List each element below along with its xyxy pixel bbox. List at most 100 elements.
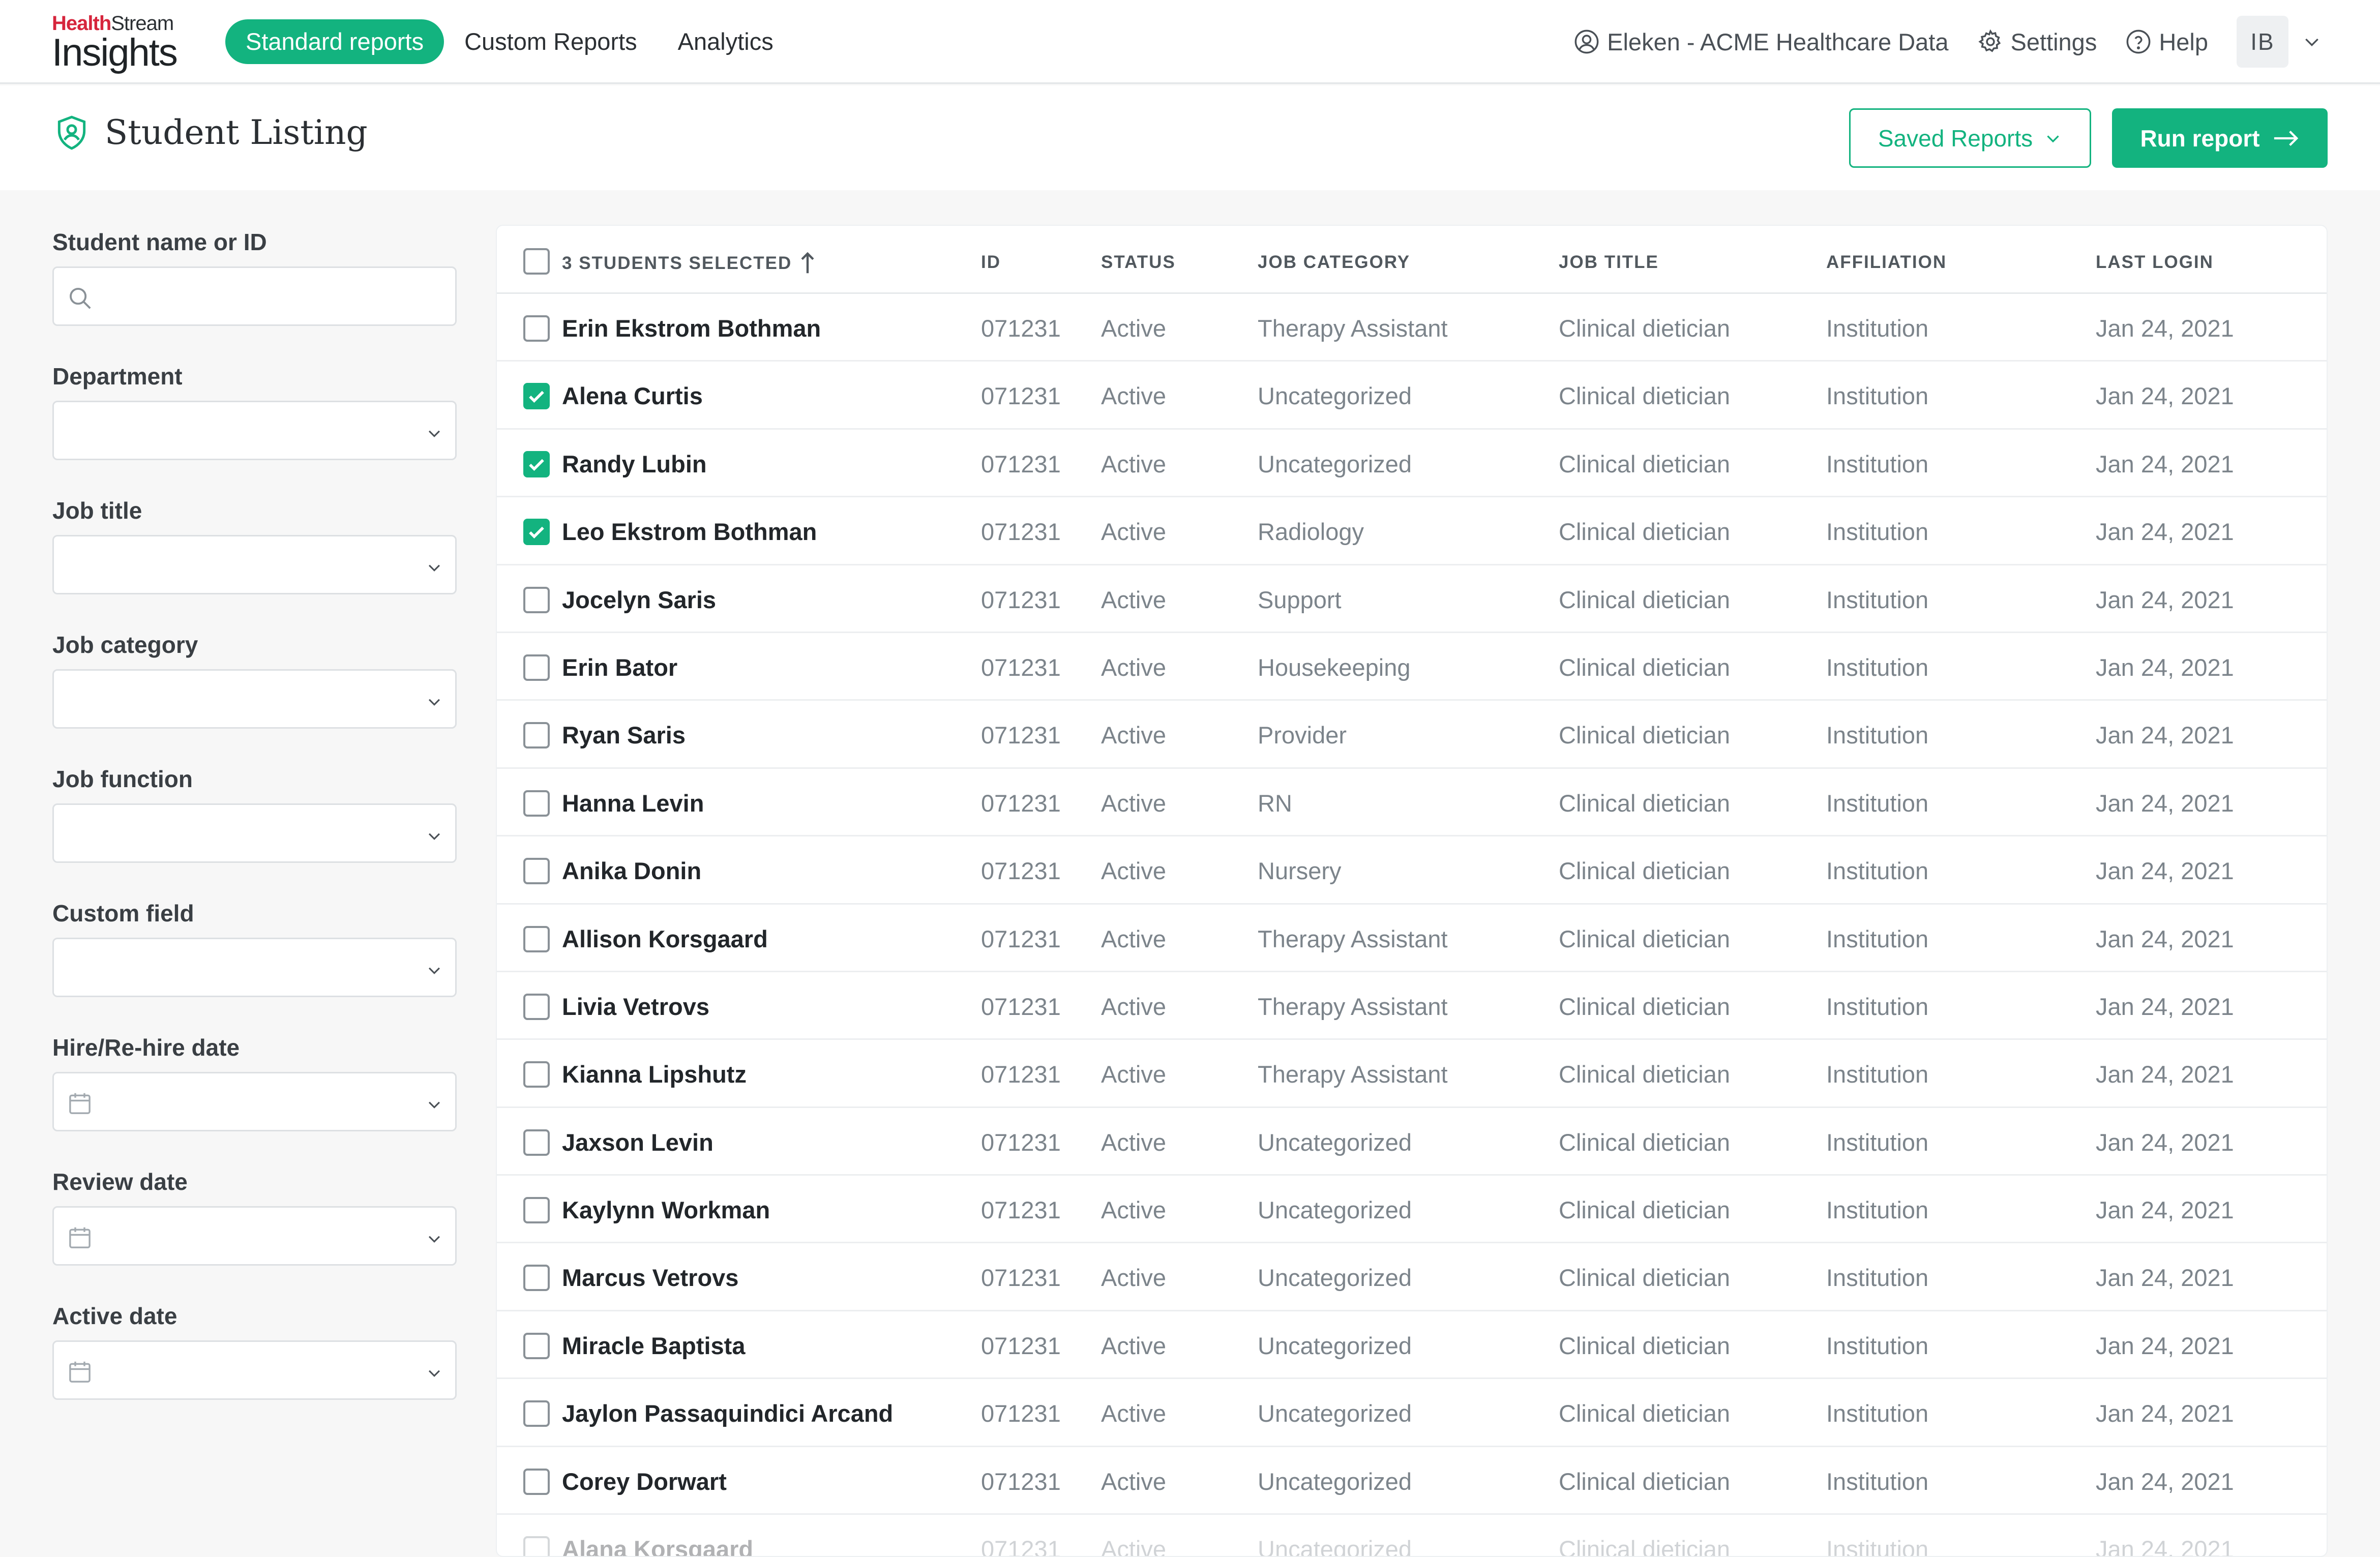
student-status-cell: Active <box>1101 1061 1166 1088</box>
row-checkbox[interactable] <box>523 1536 550 1556</box>
filter-custom-field: Custom field <box>52 895 457 1029</box>
student-name-cell[interactable]: Corey Dorwart <box>562 1468 727 1495</box>
sort-arrow-up-icon[interactable] <box>799 252 816 275</box>
student-name-cell[interactable]: Kaylynn Workman <box>562 1196 770 1224</box>
student-name-cell[interactable]: Randy Lubin <box>562 450 707 477</box>
row-checkbox[interactable] <box>523 383 550 410</box>
last-login-cell: Jan 24, 2021 <box>2096 789 2234 817</box>
healthstream-insights-logo[interactable]: HealthStream Insights <box>52 12 178 72</box>
row-checkbox[interactable] <box>523 519 550 546</box>
table-row[interactable]: Ryan Saris 071231 Active Provider Clinical d… <box>497 701 2327 769</box>
student-name-cell[interactable]: Allison Korsgaard <box>562 925 768 952</box>
table-row[interactable]: Kianna Lipshutz 071231 Active Therapy Assis… <box>497 1040 2327 1108</box>
table-row[interactable]: Anika Donin 071231 Active Nursery Clinical d… <box>497 836 2327 905</box>
row-checkbox[interactable] <box>523 586 550 613</box>
tab-standard-reports[interactable]: Standard reports <box>225 19 444 64</box>
column-header-job-category[interactable]: JOB CATEGORY <box>1258 252 1411 272</box>
student-name-cell[interactable]: Erin Ekstrom Bothman <box>562 315 821 342</box>
run-report-button[interactable]: Run report <box>2112 108 2328 168</box>
table-row[interactable]: Kaylynn Workman 071231 Active Uncategorized… <box>497 1176 2327 1244</box>
row-checkbox[interactable] <box>523 858 550 885</box>
row-checkbox[interactable] <box>523 315 550 342</box>
student-name-cell[interactable]: Erin Bator <box>562 653 678 681</box>
select-all-checkbox[interactable] <box>523 248 550 275</box>
last-login-cell: Jan 24, 2021 <box>2096 1128 2234 1156</box>
table-row[interactable]: Alena Curtis 071231 Active Uncategorized Cli… <box>497 362 2327 430</box>
row-checkbox[interactable] <box>523 1468 550 1495</box>
table-row[interactable]: Alana Korsgaard 071231 Active Uncategorized… <box>497 1515 2327 1557</box>
table-row[interactable]: Hanna Levin 071231 Active RN Clinical dietic… <box>497 769 2327 837</box>
selection-count-header[interactable]: 3 STUDENTS SELECTED <box>562 252 816 275</box>
saved-reports-button[interactable]: Saved Reports <box>1849 108 2091 168</box>
last-login-cell: Jan 24, 2021 <box>2096 1468 2234 1495</box>
job-function-select[interactable] <box>52 803 457 863</box>
row-checkbox[interactable] <box>523 925 550 952</box>
tab-analytics[interactable]: Analytics <box>677 28 774 55</box>
student-name-cell[interactable]: Jocelyn Saris <box>562 586 717 613</box>
org-switcher[interactable]: Eleken - ACME Healthcare Data <box>1573 28 1949 56</box>
column-header-last-login[interactable]: LAST LOGIN <box>2096 252 2214 272</box>
table-row[interactable]: Jocelyn Saris 071231 Active Support Clinical… <box>497 565 2327 633</box>
column-header-job-title[interactable]: JOB TITLE <box>1559 252 1659 272</box>
student-name-cell[interactable]: Leo Ekstrom Bothman <box>562 518 817 546</box>
student-name-cell[interactable]: Ryan Saris <box>562 722 686 749</box>
table-row[interactable]: Jaylon Passaquindici Arcand 071231 Active U… <box>497 1379 2327 1447</box>
student-name-cell[interactable]: Kianna Lipshutz <box>562 1061 747 1088</box>
table-row[interactable]: Randy Lubin 071231 Active Uncategorized Clin… <box>497 430 2327 498</box>
chevron-down-icon <box>428 1101 440 1109</box>
avatar[interactable]: IB <box>2237 16 2288 68</box>
student-id-cell: 071231 <box>981 1128 1061 1156</box>
column-header-id[interactable]: ID <box>981 252 1001 272</box>
active-date-picker[interactable] <box>52 1340 457 1400</box>
logo-wordmark-red: Health <box>52 12 111 35</box>
student-name-cell[interactable]: Miracle Baptista <box>562 1332 746 1359</box>
chevron-down-icon <box>428 1236 440 1243</box>
column-header-affiliation[interactable]: AFFILIATION <box>1826 252 1947 272</box>
row-checkbox[interactable] <box>523 1129 550 1156</box>
table-row[interactable]: Erin Bator 071231 Active Housekeeping Clinic… <box>497 633 2327 701</box>
job-category-select[interactable] <box>52 669 457 729</box>
table-row[interactable]: Leo Ekstrom Bothman 071231 Active Radiology… <box>497 497 2327 565</box>
student-name-cell[interactable]: Marcus Vetrovs <box>562 1264 739 1292</box>
row-checkbox[interactable] <box>523 790 550 817</box>
row-checkbox[interactable] <box>523 1400 550 1427</box>
filters-panel: Student name or ID Department Job title Job… <box>52 224 457 1432</box>
page-title: Student Listing <box>105 113 368 152</box>
table-row[interactable]: Jaxson Levin 071231 Active Uncategorized Cli… <box>497 1108 2327 1176</box>
department-select[interactable] <box>52 401 457 460</box>
custom-field-select[interactable] <box>52 938 457 997</box>
chevron-down-icon[interactable] <box>2302 32 2322 52</box>
hire-re-hire-date-picker[interactable] <box>52 1072 457 1131</box>
student-status-cell: Active <box>1101 1128 1166 1156</box>
column-header-status[interactable]: STATUS <box>1101 252 1176 272</box>
student-name-cell[interactable]: Livia Vetrovs <box>562 993 709 1020</box>
table-row[interactable]: Marcus Vetrovs 071231 Active Uncategorized C… <box>497 1243 2327 1311</box>
student-name-cell[interactable]: Jaxson Levin <box>562 1128 713 1156</box>
student-search-input[interactable] <box>52 266 457 326</box>
table-row[interactable]: Erin Ekstrom Bothman 071231 Active Therapy … <box>497 294 2327 362</box>
row-checkbox[interactable] <box>523 1061 550 1088</box>
table-row[interactable]: Corey Dorwart 071231 Active Uncategorized Cl… <box>497 1447 2327 1515</box>
row-checkbox[interactable] <box>523 654 550 681</box>
row-checkbox[interactable] <box>523 1197 550 1224</box>
row-checkbox[interactable] <box>523 722 550 749</box>
student-name-cell[interactable]: Anika Donin <box>562 857 702 885</box>
student-name-cell[interactable]: Jaylon Passaquindici Arcand <box>562 1400 894 1427</box>
table-row[interactable]: Miracle Baptista 071231 Active Uncategorize… <box>497 1311 2327 1380</box>
student-name-cell[interactable]: Hanna Levin <box>562 789 704 817</box>
row-checkbox[interactable] <box>523 1265 550 1292</box>
review-date-picker[interactable] <box>52 1206 457 1266</box>
table-row[interactable]: Allison Korsgaard 071231 Active Therapy Ass… <box>497 905 2327 972</box>
row-checkbox[interactable] <box>523 451 550 477</box>
settings-link[interactable]: Settings <box>1977 28 2097 56</box>
student-name-cell[interactable]: Alena Curtis <box>562 382 703 410</box>
last-login-cell: Jan 24, 2021 <box>2096 722 2234 749</box>
job-title-select[interactable] <box>52 535 457 594</box>
row-checkbox[interactable] <box>523 993 550 1020</box>
row-checkbox[interactable] <box>523 1332 550 1359</box>
filter-job-category: Job category <box>52 626 457 761</box>
student-name-cell[interactable]: Alana Korsgaard <box>562 1536 754 1557</box>
help-link[interactable]: Help <box>2125 28 2208 56</box>
table-row[interactable]: Livia Vetrovs 071231 Active Therapy Assista… <box>497 972 2327 1040</box>
tab-custom-reports[interactable]: Custom Reports <box>464 28 637 55</box>
